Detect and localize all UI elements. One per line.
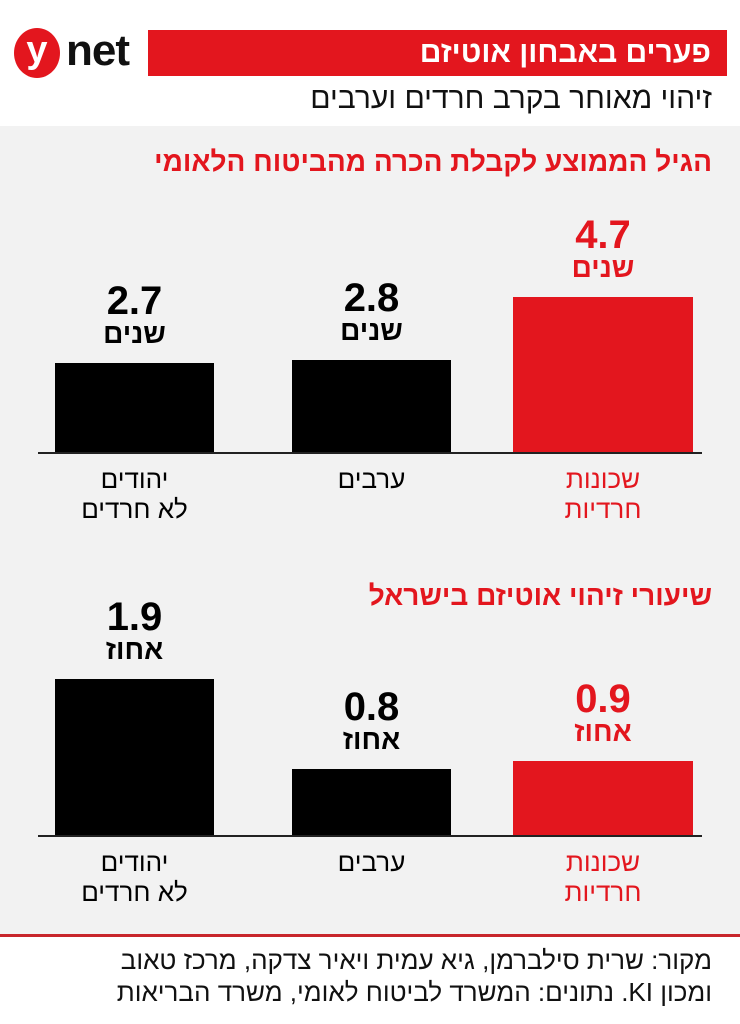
- chart1-unit-label: שנים: [571, 252, 635, 283]
- chart1-value-label: 2.7: [106, 278, 163, 323]
- chart2-baseline: [38, 835, 702, 837]
- divider: [0, 934, 740, 937]
- source-line-1: מקור: שרית סילברמן, גיא עמית ויאיר צדקה,…: [120, 945, 712, 975]
- chart1-category-label: יהודים: [100, 464, 169, 494]
- chart2-value-label: 0.8: [343, 685, 400, 730]
- chart2-category-label: לא חרדים: [81, 877, 188, 907]
- chart1-unit-label: שנים: [103, 317, 166, 349]
- chart1-value-label: 2.8: [343, 275, 400, 320]
- chart2-title: שיעורי זיהוי אוטיזם בישראל: [368, 580, 712, 611]
- chart2-category-label: חרדיות: [564, 877, 642, 907]
- chart1-category-label: ערבים: [337, 464, 406, 494]
- chart1-title: הגיל הממוצע לקבלת הכרה מהביטוח הלאומי: [154, 146, 712, 177]
- chart1-category-label: חרדיות: [564, 494, 642, 524]
- chart1-unit-label: שנים: [340, 314, 403, 346]
- chart2-unit-label: אחוז: [342, 724, 401, 756]
- logo-net: net: [66, 26, 130, 75]
- subtitle: זיהוי מאוחר בקרב חרדים וערבים: [310, 82, 712, 115]
- chart1-bar: [292, 359, 451, 452]
- chart1-bar: [55, 362, 214, 452]
- chart2-value-label: 0.9: [575, 677, 631, 722]
- chart2-bar: [55, 679, 214, 835]
- source-footer: מקור: שרית סילברמן, גיא עמית ויאיר צדקה,…: [117, 944, 712, 1008]
- chart2-unit-label: אחוז: [105, 634, 164, 665]
- chart2-category-label: יהודים: [100, 847, 169, 877]
- chart2-category-label: ערבים: [337, 847, 406, 877]
- chart2-unit-label: אחוז: [574, 716, 632, 748]
- chart2-value-label: 1.9: [106, 595, 163, 639]
- chart2-bar: [292, 769, 451, 835]
- chart1-category-label: לא חרדים: [81, 494, 188, 524]
- main-title: פערים באבחון אוטיזם: [148, 30, 727, 76]
- chart1-category-label: שכונות: [565, 464, 641, 494]
- chart1-bar: [513, 297, 693, 452]
- source-line-2: ומכון KI. נתונים: המשרד לביטוח לאומי, מש…: [116, 977, 712, 1007]
- chart2-category-label: שכונות: [565, 847, 641, 877]
- chart2-bar: [513, 761, 693, 835]
- ynet-logo: y net: [10, 26, 145, 78]
- chart1-value-label: 4.7: [575, 213, 631, 257]
- chart1-baseline: [38, 452, 702, 454]
- logo-y: y: [14, 28, 60, 78]
